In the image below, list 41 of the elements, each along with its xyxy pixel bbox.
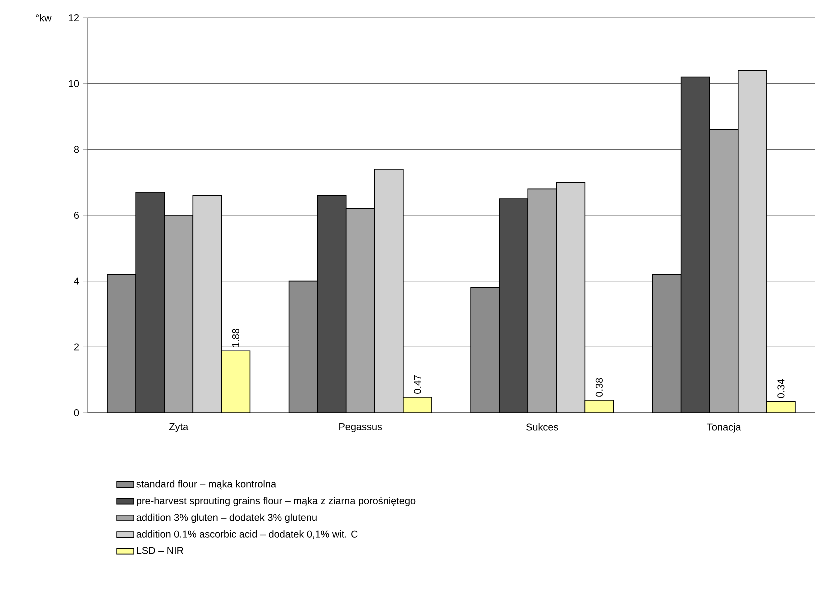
bar: [556, 182, 586, 413]
bar: [288, 280, 318, 413]
y-tick-label: 8: [74, 146, 80, 154]
bar: [528, 188, 558, 413]
x-tick-label: Tonacja: [707, 423, 742, 433]
bar: [221, 350, 251, 413]
x-tick-label: Sukces: [526, 423, 558, 431]
bar: [470, 288, 500, 413]
legend-label: LSD – NIR: [137, 547, 184, 554]
bar: [374, 169, 404, 413]
bar: [738, 70, 768, 413]
bar: [709, 130, 739, 413]
y-tick-label: 0: [74, 409, 80, 417]
y-tick-label: 12: [69, 14, 80, 22]
bar: [403, 397, 432, 413]
y-tick-label: 2: [74, 344, 80, 351]
bar: [499, 198, 529, 413]
legend-label: pre-harvest sprouting grains flour – mąka z ziarna porośniętego: [137, 497, 416, 506]
bar: [680, 76, 710, 413]
data-label: 0.47: [414, 375, 422, 394]
data-label: 1.88: [232, 328, 240, 348]
bar: [346, 208, 376, 413]
data-label: 0.34: [778, 380, 785, 398]
y-axis-title: °kw: [36, 14, 52, 22]
x-tick-label: Pegassus: [340, 423, 382, 432]
bar: [766, 401, 796, 413]
y-tick-label: 4: [74, 278, 80, 285]
y-tick-label: 10: [69, 80, 80, 88]
bar: [136, 192, 166, 413]
x-tick-label: Zyta: [170, 423, 189, 432]
bar: [317, 195, 347, 413]
legend-label: addition 0.1% ascorbic acid – dodatek 0,1% wit. C: [136, 530, 358, 540]
bar: [652, 274, 682, 413]
bar: [585, 400, 614, 413]
y-tick-label: 6: [74, 212, 80, 220]
legend-label: addition 3% gluten – dodatek 3% glutenu: [136, 514, 317, 524]
data-label: 0.38: [596, 378, 603, 397]
legend-label: standard flour – mąka kontrolna: [136, 480, 277, 490]
bar: [192, 195, 222, 413]
bar: [107, 274, 136, 413]
bar: [164, 215, 194, 413]
